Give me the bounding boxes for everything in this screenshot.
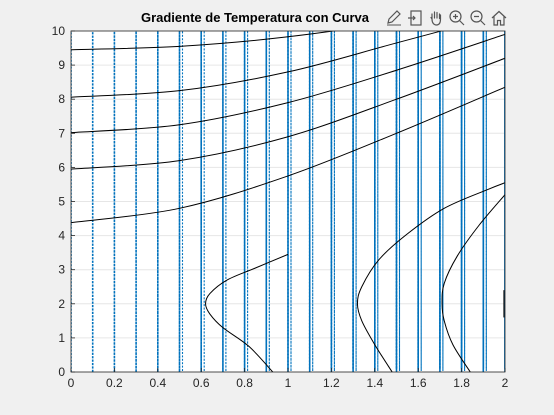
y-tick-label: 10 xyxy=(52,24,66,38)
y-tick-label: 8 xyxy=(58,92,65,106)
pan-button[interactable] xyxy=(426,8,446,28)
y-tick-label: 4 xyxy=(58,229,65,243)
y-tick-label: 6 xyxy=(58,160,65,174)
x-tick-label: 1.8 xyxy=(453,376,470,390)
home-button[interactable] xyxy=(489,8,509,28)
y-tick-label: 1 xyxy=(58,331,65,345)
chart-title: Gradiente de Temperatura con Curva xyxy=(141,10,370,25)
x-tick-label: 0.8 xyxy=(236,376,253,390)
x-tick-label: 1.2 xyxy=(323,376,340,390)
y-axis-ticks: 0 1 2 3 4 5 6 7 8 9 10 xyxy=(52,24,75,379)
contour-line xyxy=(71,86,505,224)
datatip-button[interactable] xyxy=(405,8,425,28)
contour-line xyxy=(205,253,289,372)
contour-line xyxy=(71,57,505,170)
contour-line xyxy=(71,31,444,98)
contour-lines xyxy=(71,31,505,372)
y-tick-label: 2 xyxy=(58,297,65,311)
zoom-out-button[interactable] xyxy=(468,8,488,28)
axes-toolbar[interactable] xyxy=(384,8,509,28)
edit-icon xyxy=(387,10,401,26)
zoom-in-button[interactable] xyxy=(447,8,467,28)
y-tick-label: 9 xyxy=(58,58,65,72)
x-tick-label: 1.4 xyxy=(366,376,383,390)
quiver-arrows xyxy=(71,31,505,372)
contour-line xyxy=(71,33,505,134)
x-axis-ticks: 0 0.2 0.4 0.6 0.8 1 1.2 1.4 1.6 1.8 2 xyxy=(68,368,509,390)
x-tick-label: 0.6 xyxy=(193,376,210,390)
x-tick-label: 1 xyxy=(285,376,292,390)
datatip-icon xyxy=(408,10,422,26)
y-tick-label: 5 xyxy=(58,195,65,209)
contour-line xyxy=(71,31,337,51)
pan-hand-icon xyxy=(430,11,442,26)
edit-button[interactable] xyxy=(384,8,404,28)
y-tick-label: 7 xyxy=(58,126,65,140)
y-tick-label: 0 xyxy=(58,365,65,379)
x-tick-label: 0.4 xyxy=(149,376,166,390)
contour-line xyxy=(441,194,505,372)
contour-line xyxy=(356,182,505,372)
y-tick-label: 3 xyxy=(58,263,65,277)
x-tick-label: 0 xyxy=(68,376,75,390)
zoom-in-icon xyxy=(449,10,465,26)
x-tick-label: 2 xyxy=(502,376,509,390)
zoom-out-icon xyxy=(470,10,486,26)
x-tick-label: 1.6 xyxy=(410,376,427,390)
x-tick-label: 0.2 xyxy=(106,376,123,390)
home-icon xyxy=(491,10,507,26)
